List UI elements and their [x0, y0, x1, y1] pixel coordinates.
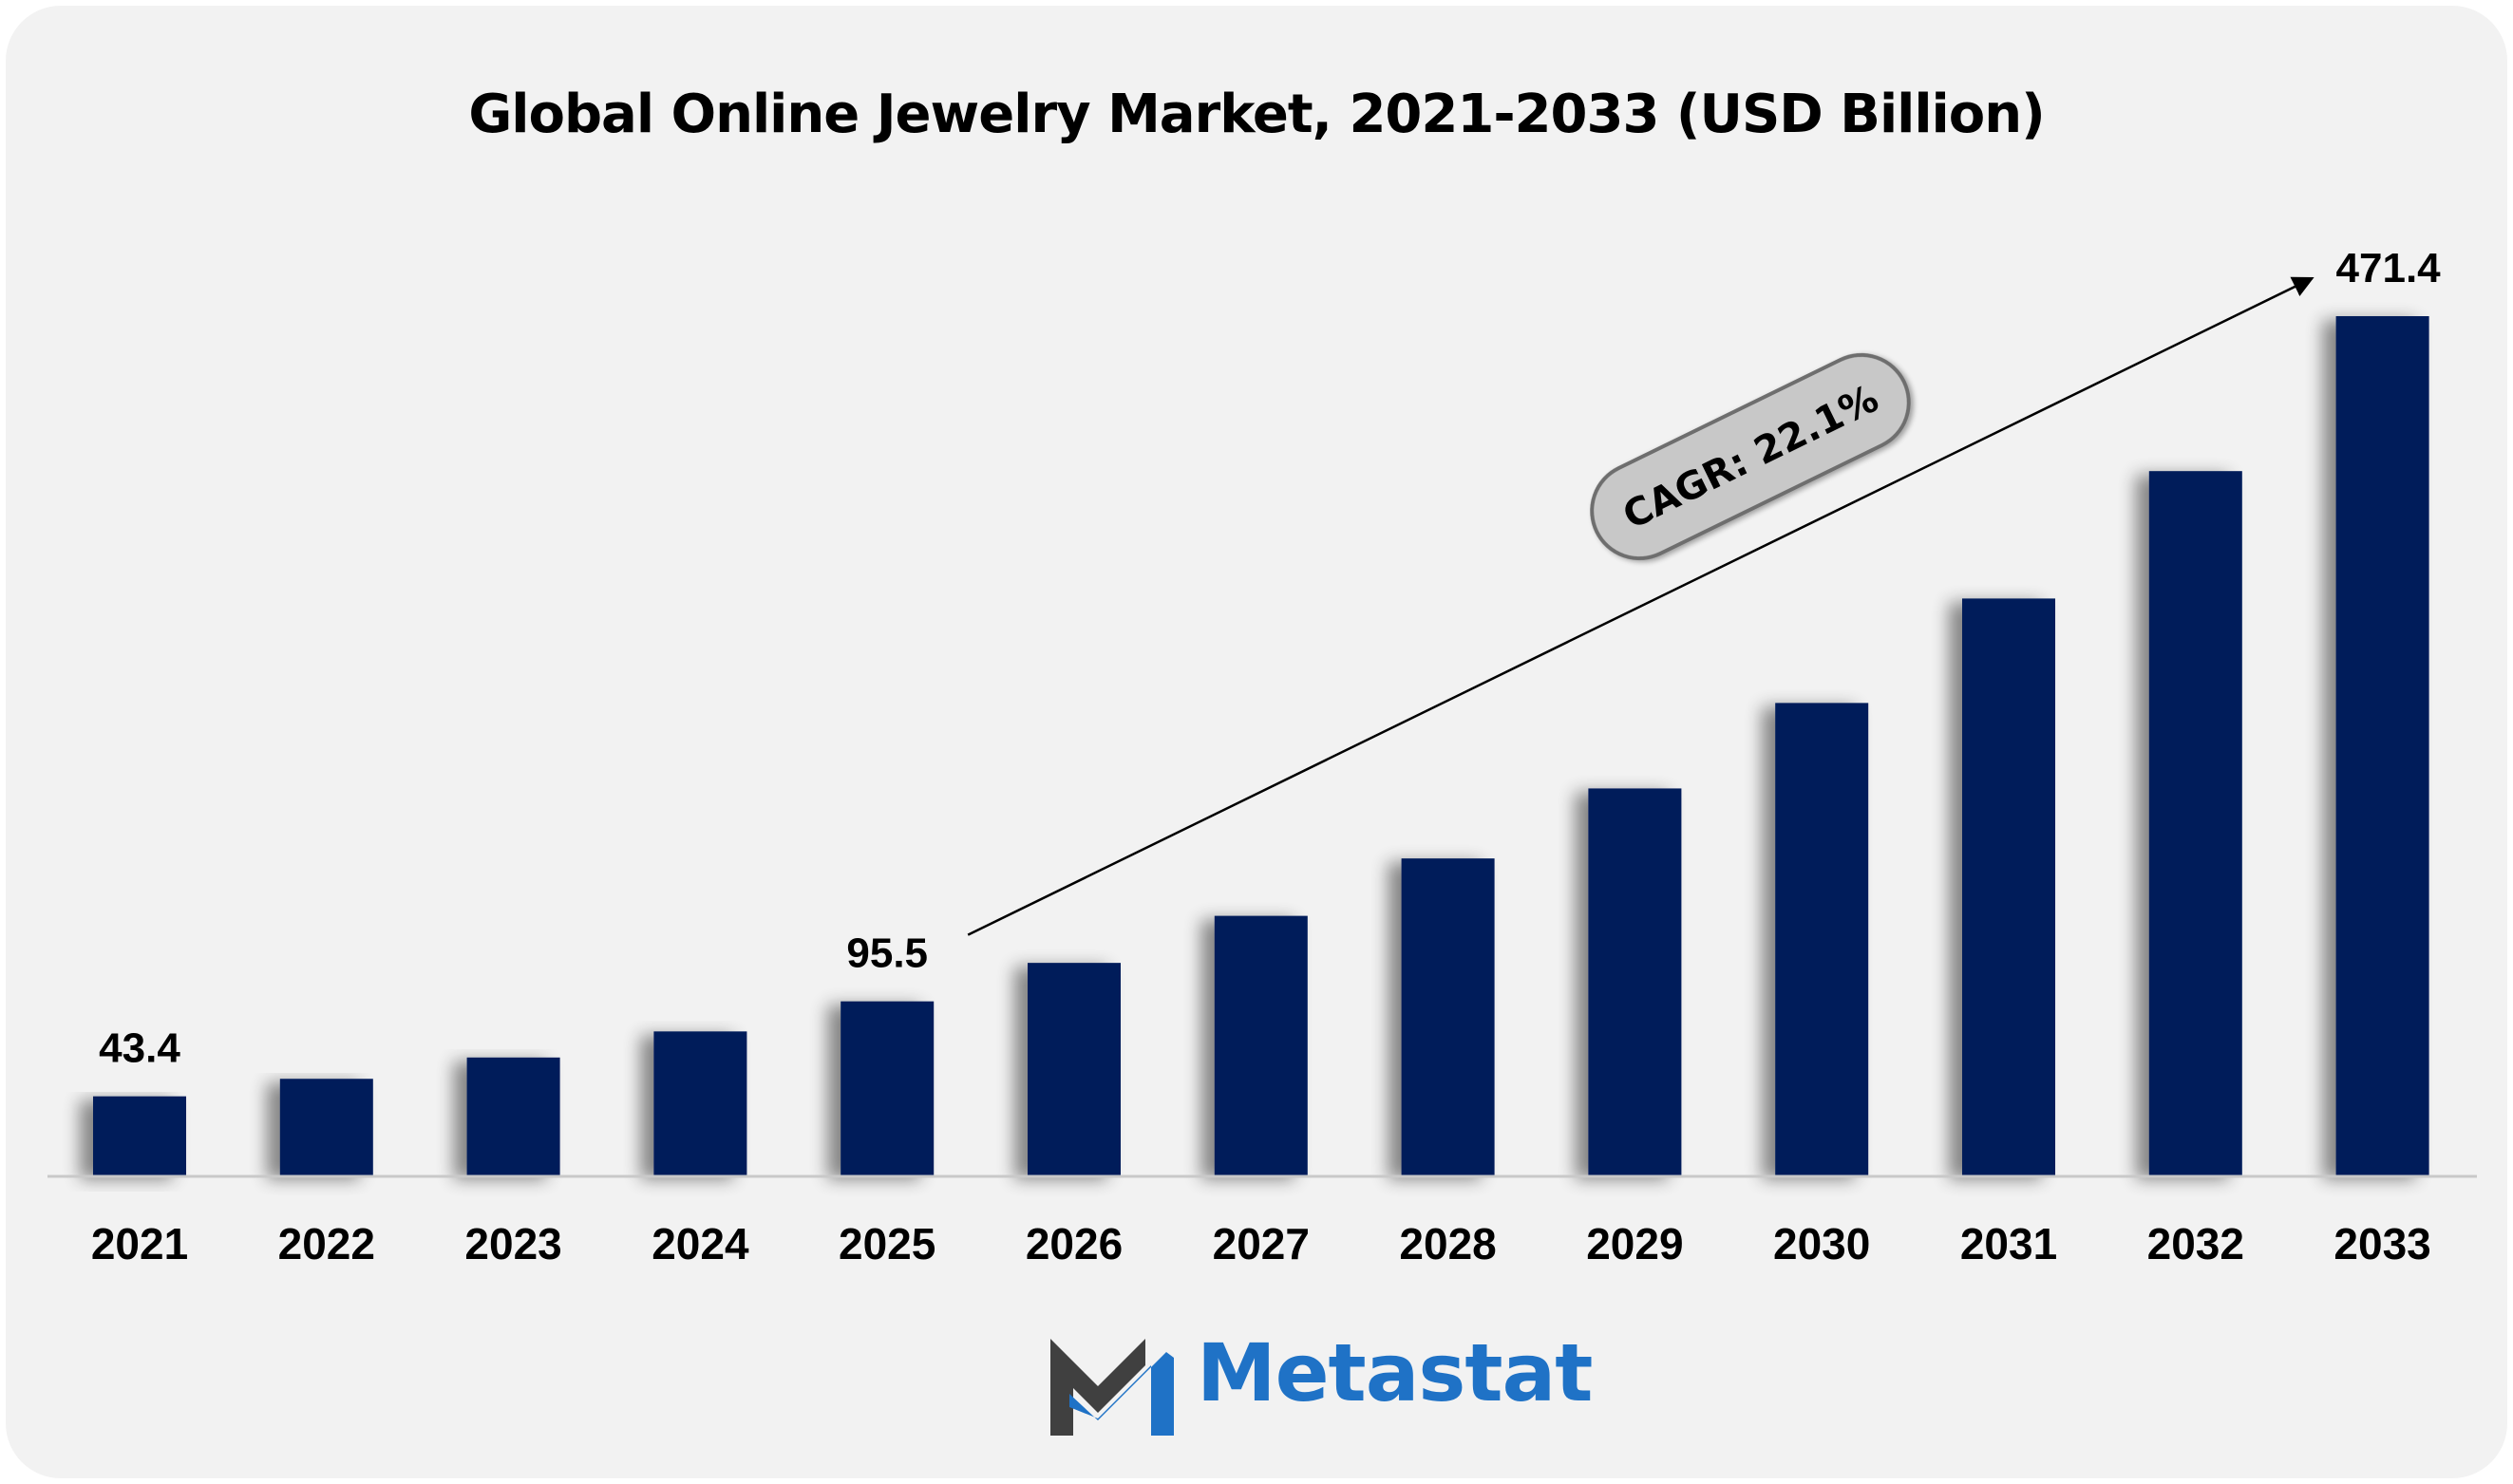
bar-2026: [1028, 963, 1121, 1175]
bar-2021: [93, 1096, 186, 1175]
x-tick-label-2031: 2031: [1960, 1219, 2057, 1268]
cagr-badge: CAGR: 22.1%: [1590, 352, 1911, 561]
metastat-m-logo-icon: [1050, 1339, 1174, 1436]
x-tick-label-2027: 2027: [1213, 1219, 1310, 1268]
chart-title: Global Online Jewelry Market, 2021-2033 …: [468, 84, 2045, 145]
data-label-2025: 95.5: [846, 930, 928, 977]
x-tick-label-2026: 2026: [1026, 1219, 1123, 1268]
x-tick-label-2032: 2032: [2147, 1219, 2244, 1268]
metastat-logo-text: Metastat: [1197, 1326, 1593, 1419]
metastat-logo: Metastat: [1045, 1320, 1593, 1443]
chart-card: [6, 6, 2507, 1478]
x-tick-label-2021: 2021: [91, 1219, 188, 1268]
x-tick-label-2022: 2022: [278, 1219, 375, 1268]
cagr-arrow: [967, 276, 2315, 936]
x-tick-label-2025: 2025: [839, 1219, 935, 1268]
x-tick-label-2030: 2030: [1773, 1219, 1870, 1268]
bar-2032: [2148, 471, 2242, 1175]
data-label-2021: 43.4: [99, 1025, 180, 1072]
bar-2027: [1214, 915, 1308, 1175]
bar-2029: [1588, 788, 1682, 1175]
cagr-badge-bg: [1590, 352, 1911, 561]
bar-2024: [653, 1031, 747, 1175]
x-tick-label-2029: 2029: [1586, 1219, 1683, 1268]
bar-2031: [1962, 598, 2055, 1175]
x-tick-label-2024: 2024: [652, 1219, 749, 1268]
bar-2023: [466, 1057, 560, 1175]
bar-2028: [1401, 858, 1495, 1175]
data-label-2033: 471.4: [2336, 245, 2442, 291]
bar-2030: [1775, 703, 1869, 1175]
bar-2025: [841, 1001, 935, 1175]
x-tick-label-2023: 2023: [464, 1219, 561, 1268]
bar-2033: [2335, 316, 2429, 1175]
x-tick-label-2028: 2028: [1399, 1219, 1496, 1268]
x-tick-label-2033: 2033: [2334, 1219, 2430, 1268]
bar-2022: [279, 1079, 373, 1175]
